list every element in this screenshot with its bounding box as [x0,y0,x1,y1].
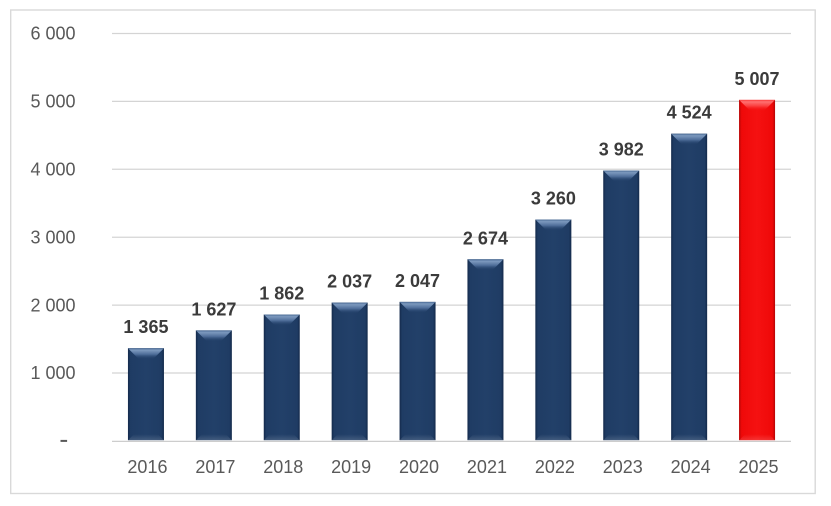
svg-text:2017: 2017 [195,457,235,477]
svg-text:1 000: 1 000 [30,363,75,383]
svg-text:2 000: 2 000 [30,295,75,315]
svg-text:5 007: 5 007 [735,69,780,89]
svg-text:1 862: 1 862 [259,284,304,304]
svg-text:5 000: 5 000 [30,92,75,112]
svg-text:2 674: 2 674 [463,228,508,248]
svg-text:2021: 2021 [467,457,507,477]
svg-text:2020: 2020 [399,457,439,477]
svg-text:2023: 2023 [603,457,643,477]
svg-text:2 037: 2 037 [327,272,372,292]
svg-text:6 000: 6 000 [30,24,75,44]
svg-text:3 000: 3 000 [30,227,75,247]
svg-text:2016: 2016 [127,457,167,477]
svg-text:2025: 2025 [739,457,779,477]
svg-text:1 365: 1 365 [123,317,168,337]
svg-text:2024: 2024 [671,457,711,477]
svg-text:1 627: 1 627 [191,299,236,319]
svg-text:2 047: 2 047 [395,271,440,291]
svg-text:2018: 2018 [263,457,303,477]
svg-text:4 000: 4 000 [30,160,75,180]
svg-text:3 260: 3 260 [531,189,576,209]
svg-text:2019: 2019 [331,457,371,477]
svg-text:4 524: 4 524 [667,103,712,123]
svg-text:3 982: 3 982 [599,140,644,160]
svg-text:2022: 2022 [535,457,575,477]
